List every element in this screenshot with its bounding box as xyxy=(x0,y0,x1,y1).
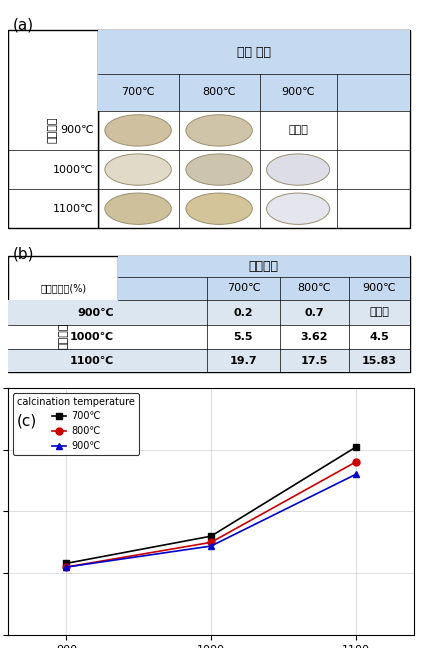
Text: 900℃: 900℃ xyxy=(362,283,396,294)
Ellipse shape xyxy=(105,115,171,146)
Ellipse shape xyxy=(105,154,171,185)
Text: 900℃: 900℃ xyxy=(77,308,114,318)
900℃ xyxy=(64,563,69,571)
Text: 4.5: 4.5 xyxy=(369,332,389,342)
Ellipse shape xyxy=(267,154,330,185)
Ellipse shape xyxy=(186,154,252,185)
Text: (b): (b) xyxy=(13,246,34,261)
Text: 900℃: 900℃ xyxy=(281,87,315,97)
800℃ xyxy=(64,563,69,571)
Ellipse shape xyxy=(105,193,171,224)
Bar xyxy=(8,256,118,372)
Bar xyxy=(97,74,409,111)
Text: 5.5: 5.5 xyxy=(234,332,253,342)
Bar xyxy=(8,325,409,349)
Text: 19.7: 19.7 xyxy=(230,356,257,365)
Text: (c): (c) xyxy=(17,413,37,428)
Bar xyxy=(118,256,409,277)
Bar xyxy=(8,30,97,228)
Text: 15.83: 15.83 xyxy=(362,356,397,365)
Text: 17.5: 17.5 xyxy=(300,356,328,365)
Text: 하소온도: 하소온도 xyxy=(249,260,279,273)
Text: 0.7: 0.7 xyxy=(305,308,324,318)
Text: 1100℃: 1100℃ xyxy=(70,356,114,365)
Bar xyxy=(118,277,409,300)
Text: 700℃: 700℃ xyxy=(121,87,155,97)
Text: 1000℃: 1000℃ xyxy=(53,165,94,174)
Line: 700℃: 700℃ xyxy=(63,444,359,567)
Text: 0.2: 0.2 xyxy=(234,308,253,318)
800℃ xyxy=(208,538,214,546)
Text: 800℃: 800℃ xyxy=(202,87,236,97)
Text: 소결온도: 소결온도 xyxy=(58,323,68,349)
800℃ xyxy=(353,458,358,466)
Ellipse shape xyxy=(186,115,252,146)
Text: 면적감소율(%): 면적감소율(%) xyxy=(40,283,86,294)
Text: 하소 온도: 하소 온도 xyxy=(237,45,271,58)
Text: 700℃: 700℃ xyxy=(227,283,260,294)
Ellipse shape xyxy=(186,193,252,224)
Text: 1000℃: 1000℃ xyxy=(70,332,114,342)
Text: 미제작: 미제작 xyxy=(369,308,389,318)
700℃ xyxy=(208,532,214,540)
Text: 1100℃: 1100℃ xyxy=(53,203,94,214)
Text: (a): (a) xyxy=(13,17,34,32)
Text: 900℃: 900℃ xyxy=(60,126,94,135)
Legend: 700℃, 800℃, 900℃: 700℃, 800℃, 900℃ xyxy=(14,393,139,455)
Bar xyxy=(8,349,409,372)
Line: 800℃: 800℃ xyxy=(63,459,359,570)
Text: 미제작: 미제작 xyxy=(288,126,308,135)
700℃ xyxy=(64,559,69,567)
Text: 소결온도: 소결온도 xyxy=(48,116,58,143)
700℃ xyxy=(353,443,358,451)
900℃ xyxy=(208,542,214,550)
Bar xyxy=(118,256,409,372)
Text: 800℃: 800℃ xyxy=(298,283,331,294)
Ellipse shape xyxy=(267,193,330,224)
Line: 900℃: 900℃ xyxy=(63,471,359,570)
Bar xyxy=(97,30,409,228)
Bar xyxy=(8,300,409,325)
900℃ xyxy=(353,470,358,478)
Bar xyxy=(97,30,409,74)
Text: 3.62: 3.62 xyxy=(300,332,328,342)
